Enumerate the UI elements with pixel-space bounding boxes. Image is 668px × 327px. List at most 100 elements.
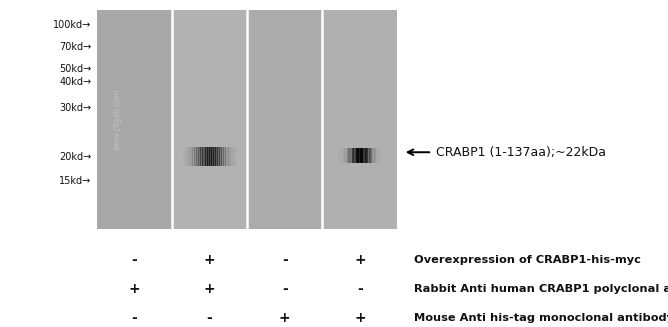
Bar	[210, 146, 212, 166]
Bar	[359, 148, 361, 163]
Bar	[218, 146, 220, 166]
Bar	[224, 146, 225, 166]
Bar	[370, 148, 371, 163]
Bar	[371, 148, 372, 163]
Bar	[355, 148, 357, 163]
Bar	[192, 146, 193, 166]
Bar	[352, 148, 353, 163]
Text: 20kd→: 20kd→	[59, 152, 92, 162]
Bar	[381, 148, 383, 163]
Text: +: +	[279, 311, 291, 325]
Bar	[188, 146, 189, 166]
Bar	[205, 146, 206, 166]
Bar	[208, 146, 209, 166]
Bar	[200, 146, 202, 166]
Bar	[231, 146, 232, 166]
Text: 100kd→: 100kd→	[53, 20, 92, 30]
Bar	[354, 148, 355, 163]
Bar	[371, 148, 372, 163]
Text: -: -	[132, 253, 138, 267]
Bar	[230, 146, 231, 166]
Bar	[360, 148, 361, 163]
Bar	[373, 148, 375, 163]
Bar	[207, 146, 208, 166]
Bar	[189, 146, 190, 166]
Bar	[346, 148, 347, 163]
Bar	[229, 146, 230, 166]
Bar	[370, 148, 371, 163]
Bar	[366, 148, 367, 163]
Text: +: +	[204, 253, 215, 267]
Text: -: -	[357, 283, 363, 296]
Bar	[376, 148, 377, 163]
Bar	[351, 148, 352, 163]
Bar	[172, 10, 246, 229]
Bar	[361, 148, 362, 163]
Bar	[209, 146, 210, 166]
Bar	[355, 148, 356, 163]
Text: -: -	[282, 253, 288, 267]
Bar	[363, 148, 365, 163]
Bar	[200, 146, 201, 166]
Bar	[206, 146, 208, 166]
Bar	[220, 146, 222, 166]
Bar	[226, 146, 227, 166]
Bar	[349, 148, 350, 163]
Bar	[218, 146, 219, 166]
Bar	[227, 146, 228, 166]
Bar	[379, 148, 380, 163]
Bar	[183, 146, 184, 166]
Bar	[364, 148, 365, 163]
Text: +: +	[204, 283, 215, 296]
Text: -: -	[282, 283, 288, 296]
Text: +: +	[354, 253, 365, 267]
Bar	[210, 146, 211, 166]
Bar	[221, 146, 222, 166]
Bar	[198, 146, 199, 166]
Bar	[368, 148, 369, 163]
Bar	[193, 146, 194, 166]
Bar	[233, 146, 234, 166]
Text: 30kd→: 30kd→	[59, 103, 92, 113]
Text: Rabbit Anti human CRABP1 polyclonal antibody: Rabbit Anti human CRABP1 polyclonal anti…	[414, 284, 668, 294]
Bar	[215, 146, 216, 166]
Text: 40kd→: 40kd→	[59, 77, 92, 87]
Bar	[220, 146, 221, 166]
Bar	[199, 146, 200, 166]
Bar	[219, 146, 220, 166]
Text: 15kd→: 15kd→	[59, 176, 92, 186]
Bar	[338, 148, 339, 163]
Bar	[362, 148, 363, 163]
Bar	[235, 146, 236, 166]
Bar	[363, 148, 364, 163]
Bar	[340, 148, 341, 163]
Bar	[348, 148, 349, 163]
Text: -: -	[206, 311, 212, 325]
Bar	[206, 146, 207, 166]
Bar	[211, 146, 212, 166]
Bar	[353, 148, 354, 163]
Bar	[345, 148, 347, 163]
Bar	[212, 146, 213, 166]
Bar	[204, 146, 206, 166]
Bar	[202, 146, 203, 166]
Bar	[225, 146, 226, 166]
Bar	[381, 148, 382, 163]
Bar	[382, 148, 383, 163]
Bar	[378, 148, 379, 163]
Bar	[356, 148, 357, 163]
Bar	[184, 146, 185, 166]
Bar	[213, 146, 214, 166]
Bar	[342, 148, 343, 163]
Bar	[375, 148, 376, 163]
Text: 50kd→: 50kd→	[59, 64, 92, 74]
Bar	[234, 146, 235, 166]
Bar	[195, 146, 196, 166]
Bar	[352, 148, 353, 163]
Bar	[186, 146, 187, 166]
Bar	[357, 148, 358, 163]
Text: Mouse Anti his-tag monoclonal antibody: Mouse Anti his-tag monoclonal antibody	[414, 313, 668, 323]
Bar	[365, 148, 366, 163]
Text: 70kd→: 70kd→	[59, 42, 92, 52]
Bar	[217, 146, 218, 166]
